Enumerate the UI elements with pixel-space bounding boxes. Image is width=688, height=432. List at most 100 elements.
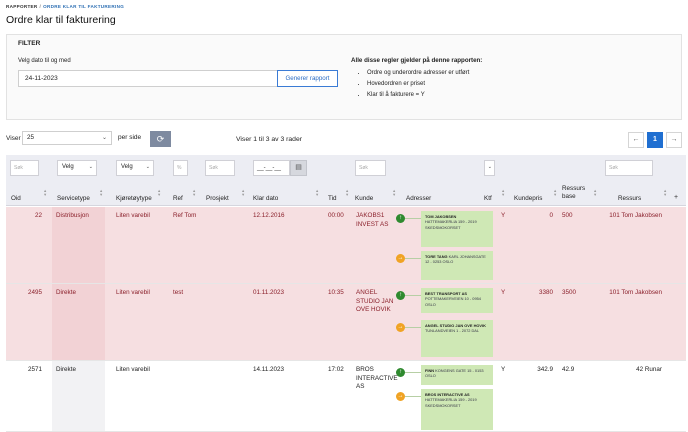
sort-icon: ▴ ▾ bbox=[502, 188, 505, 197]
col-klar-dato[interactable]: Klar dato bbox=[253, 195, 279, 202]
chevron-down-icon: ⌄ bbox=[145, 164, 150, 170]
servicetype-cell: Direkte bbox=[56, 366, 76, 373]
ref-filter-input[interactable]: % bbox=[173, 160, 188, 176]
address-connector bbox=[405, 218, 421, 219]
col-oid[interactable]: Oid bbox=[11, 195, 21, 202]
servicetype-column-bg bbox=[52, 207, 105, 283]
col-servicetype[interactable]: Servicetype bbox=[57, 195, 90, 202]
kjoretoytype-cell: Liten varebil bbox=[116, 366, 150, 373]
col-ref[interactable]: Ref bbox=[173, 195, 183, 202]
delivery-arrow-icon: → bbox=[396, 392, 405, 401]
kundepris-cell: 342.9 bbox=[537, 366, 553, 373]
kundepris-cell: 3380 bbox=[538, 289, 553, 296]
sort-icon: ▴ ▾ bbox=[242, 188, 245, 197]
col-tid[interactable]: Tid bbox=[328, 195, 337, 202]
servicetype-column-bg bbox=[52, 284, 105, 360]
pickup-address-card[interactable]: BEST TRANSPORT AS POTTEMAKERVEIEN 10 - 0… bbox=[421, 288, 493, 313]
kjoretoytype-cell: Liten varebil bbox=[116, 212, 150, 219]
sort-icon: ▴ ▾ bbox=[158, 188, 161, 197]
ressurs-filter-input[interactable]: Søk bbox=[605, 160, 653, 176]
address-lines: KONGENS GATE 15 - 0153 OSLO bbox=[425, 368, 484, 379]
delivery-address-card[interactable]: TORE TANG KARL JOHANSGATE 12 - 0253 OSLO bbox=[421, 251, 493, 280]
ktf-filter-select[interactable]: ⌄ bbox=[484, 160, 495, 176]
table-row[interactable]: 2571 Direkte Liten varebil 14.11.2023 17:02 B… bbox=[6, 361, 686, 432]
kunde-cell: JAKOBS1 INVEST AS bbox=[356, 212, 389, 228]
grid-filter-bar: Søk Velg ⌄ Velg ⌄ % Søk __-__-__ ▤ Søk ⌄ S… bbox=[6, 155, 686, 182]
kunde-filter-input[interactable]: Søk bbox=[355, 160, 386, 176]
breadcrumb-current[interactable]: ORDRE KLAR TIL FAKTURERING bbox=[43, 4, 125, 9]
row-count-text: Viser 1 til 3 av 3 rader bbox=[236, 136, 302, 143]
servicetype-column-bg bbox=[52, 361, 105, 431]
table-row[interactable]: 2495 Direkte Liten varebil test 01.11.2023 10… bbox=[6, 284, 686, 361]
refresh-button[interactable]: ⟳ bbox=[150, 131, 171, 147]
ressurs-cell: 101 Tom Jakobsen bbox=[609, 289, 662, 296]
chevron-down-icon: ⌄ bbox=[101, 135, 107, 141]
address-name: TORE TANG bbox=[425, 254, 449, 259]
ktf-cell: Y bbox=[501, 212, 506, 219]
pickup-arrow-icon: ↑ bbox=[396, 214, 405, 223]
address-connector bbox=[405, 295, 421, 296]
delivery-arrow-icon: → bbox=[396, 323, 405, 332]
klar-dato-cell: 14.11.2023 bbox=[253, 366, 285, 373]
pickup-address-card[interactable]: TOM JAKOBSEN HATTEMAKERLIA 159 - 2019 SK… bbox=[421, 211, 493, 247]
refresh-icon: ⟳ bbox=[156, 134, 165, 144]
page-title: Ordre klar til fakturering bbox=[6, 14, 116, 26]
servicetype-cell: Distribusjon bbox=[56, 212, 89, 219]
calendar-button[interactable]: ▤ bbox=[290, 160, 307, 176]
col-kunde[interactable]: Kunde bbox=[355, 195, 374, 202]
prev-page-button[interactable]: ← bbox=[628, 132, 644, 148]
sort-icon: ▴ ▾ bbox=[393, 188, 396, 197]
per-side-label: per side bbox=[118, 134, 142, 141]
sort-icon: ▴ ▾ bbox=[100, 188, 103, 197]
tid-cell: 00:00 bbox=[328, 212, 344, 219]
date-label: Velg dato til og med bbox=[18, 58, 71, 64]
ktf-cell: Y bbox=[501, 366, 506, 373]
pickup-arrow-icon: ↑ bbox=[396, 368, 405, 377]
col-ktf[interactable]: Ktf bbox=[484, 195, 492, 202]
chevron-down-icon: ⌄ bbox=[487, 164, 492, 170]
add-column-button[interactable]: + bbox=[674, 194, 679, 201]
delivery-arrow-icon: → bbox=[396, 254, 405, 263]
oid-cell: 2495 bbox=[27, 289, 42, 296]
kjoretoytype-filter-select[interactable]: Velg ⌄ bbox=[116, 160, 154, 176]
col-kundepris[interactable]: Kundepris bbox=[514, 195, 543, 202]
sort-icon: ▴ ▾ bbox=[594, 188, 597, 197]
rule-item: Hovedordren er priset bbox=[367, 81, 469, 92]
viser-label: Viser bbox=[6, 135, 21, 142]
col-ressurs-base[interactable]: Ressurs base bbox=[562, 185, 586, 200]
servicetype-filter-value: Velg bbox=[62, 164, 74, 170]
sort-icon: ▴ ▾ bbox=[346, 188, 349, 197]
page-1-button[interactable]: 1 bbox=[647, 132, 663, 148]
rule-item: Klar til å fakturere = Y bbox=[367, 92, 469, 103]
prosjekt-filter-input[interactable]: Søk bbox=[205, 160, 235, 176]
oid-filter-input[interactable]: Søk bbox=[10, 160, 39, 176]
address-lines: POTTEMAKERVEIEN 10 - 0954 OSLO bbox=[425, 296, 481, 307]
next-page-button[interactable]: → bbox=[666, 132, 682, 148]
ressurs-cell: 101 Tom Jakobsen bbox=[609, 212, 662, 219]
date-input[interactable] bbox=[18, 70, 278, 87]
delivery-address-card[interactable]: ANGEL STUDIO JAN OVE HOVIK TUNLANDVEIEN … bbox=[421, 320, 493, 357]
servicetype-filter-select[interactable]: Velg ⌄ bbox=[57, 160, 97, 176]
oid-cell: 2571 bbox=[27, 366, 42, 373]
tid-cell: 10:35 bbox=[328, 289, 344, 296]
breadcrumb-root[interactable]: RAPPORTER bbox=[6, 4, 38, 9]
address-lines: HATTEMAKERLIA 159 - 2019 SKEDSMOKORSET bbox=[425, 397, 477, 408]
servicetype-cell: Direkte bbox=[56, 289, 76, 296]
ressurs-base-cell: 500 bbox=[562, 212, 573, 219]
date-filter-input[interactable]: __-__-__ bbox=[253, 160, 290, 176]
filter-heading: FILTER bbox=[18, 40, 41, 47]
delivery-address-card[interactable]: BROS INTERACTIVE AS HATTEMAKERLIA 159 - … bbox=[421, 389, 493, 430]
address-lines: HATTEMAKERLIA 159 - 2019 SKEDSMOKORSET bbox=[425, 219, 477, 230]
address-connector bbox=[405, 258, 421, 259]
col-ressurs[interactable]: Ressurs bbox=[618, 195, 642, 202]
table-row[interactable]: 22 Distribusjon Liten varebil Ref Tom 12.12.… bbox=[6, 207, 686, 284]
generate-report-button[interactable]: Generer rapport bbox=[277, 70, 338, 87]
kundepris-cell: 0 bbox=[549, 212, 553, 219]
pickup-address-card[interactable]: FINN KONGENS GATE 15 - 0153 OSLO bbox=[421, 365, 493, 385]
col-prosjekt[interactable]: Prosjekt bbox=[206, 195, 229, 202]
address-name: ANGEL STUDIO JAN OVE HOVIK bbox=[425, 323, 486, 328]
col-kjoretoytype[interactable]: Kjøretøytype bbox=[116, 195, 152, 202]
calendar-icon: ▤ bbox=[295, 164, 302, 171]
page-size-select[interactable]: 25 ⌄ bbox=[22, 131, 112, 145]
address-connector bbox=[405, 327, 421, 328]
